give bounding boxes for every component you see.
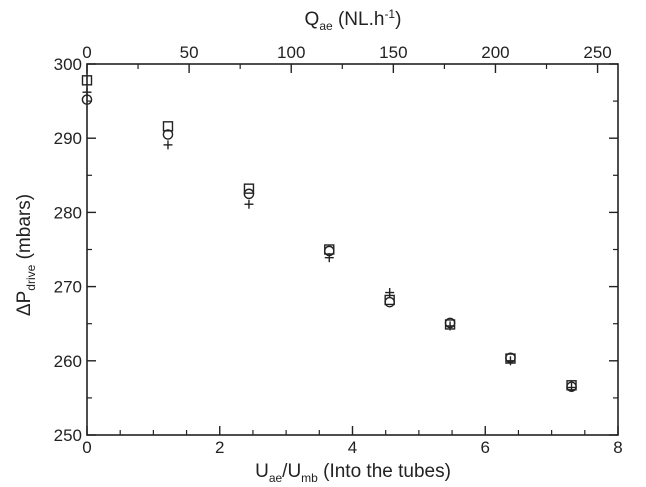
plus-marker — [567, 383, 577, 393]
plus-marker — [385, 288, 395, 298]
plus-marker — [244, 199, 254, 209]
data-markers — [81, 75, 577, 393]
circle-marker — [162, 129, 174, 140]
x-tick-label: 8 — [613, 438, 622, 457]
x2-axis-label: Qae (NL.h-1) — [305, 7, 402, 33]
x-tick-label: 0 — [82, 438, 91, 457]
y-tick-label: 270 — [54, 278, 82, 297]
y-axis-label: ΔPdrive (mbars) — [14, 194, 38, 316]
plus-marker — [505, 356, 515, 366]
y-tick-label: 250 — [54, 426, 82, 445]
x2-tick-label: 150 — [379, 43, 407, 62]
x-tick-label: 6 — [481, 438, 490, 457]
square-marker — [243, 183, 255, 194]
circle-marker — [243, 188, 255, 200]
y-tick-label: 280 — [54, 203, 82, 222]
x2-tick-label: 0 — [82, 43, 91, 62]
square-marker — [162, 121, 174, 132]
plot-border — [86, 63, 619, 436]
x-tick-label: 4 — [348, 438, 357, 457]
x2-tick-label: 50 — [180, 43, 199, 62]
bottom-axis-ticks: 0 2 4 6 8 — [82, 426, 623, 457]
circle-marker — [384, 296, 395, 308]
plot-frame — [86, 63, 619, 436]
plus-marker — [445, 321, 455, 331]
x-tick-label: 2 — [215, 438, 224, 457]
plus-marker — [324, 253, 334, 263]
y-tick-label: 290 — [54, 129, 82, 148]
plus-marker — [82, 87, 92, 97]
top-axis-ticks: 0 50 100 150 200 250 — [82, 43, 612, 73]
left-axis-ticks: 250 260 270 280 290 300 — [54, 55, 618, 445]
x2-tick-label: 250 — [583, 43, 611, 62]
x2-tick-label: 100 — [277, 43, 305, 62]
y-tick-label: 300 — [54, 55, 82, 74]
x2-tick-label: 200 — [481, 43, 509, 62]
plus-marker — [163, 140, 173, 150]
y-tick-label: 260 — [54, 352, 82, 371]
square-marker — [81, 75, 93, 86]
x-axis-label: Uae/Umb (Into the tubes) — [255, 461, 451, 485]
